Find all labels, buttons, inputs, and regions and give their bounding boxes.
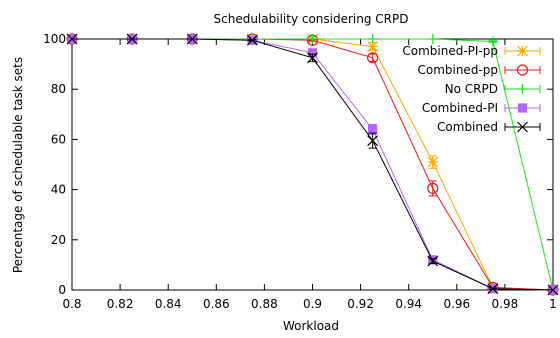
y-tick-label: 60 [51, 132, 66, 146]
series-layer [66, 33, 559, 296]
error-bar [368, 53, 377, 63]
x-tick-label: 0.82 [107, 297, 134, 311]
data-point [487, 283, 499, 295]
data-point [307, 34, 318, 44]
y-tick-label: 40 [51, 183, 66, 197]
data-point [427, 255, 439, 267]
data-point [126, 33, 138, 45]
legend-label: Combined-PI-pp [402, 44, 498, 58]
y-tick-label: 100 [43, 32, 66, 46]
legend-label: Combined-PI [422, 101, 498, 115]
data-point [307, 52, 318, 64]
data-point [66, 33, 78, 45]
legend-label: Combined-pp [417, 63, 498, 77]
data-point [427, 34, 438, 44]
legend-marker [516, 64, 529, 76]
x-tick-label: 0.88 [251, 297, 278, 311]
x-axis-label: Workload [283, 319, 339, 333]
data-point [246, 34, 258, 46]
legend-marker [517, 45, 528, 57]
y-axis-label: Percentage of schedulable task sets [11, 57, 25, 273]
y-tick-label: 0 [58, 283, 66, 297]
data-point [368, 124, 378, 134]
x-tick-label: 0.96 [443, 297, 470, 311]
data-point [186, 33, 198, 45]
x-tick-label: 0.86 [203, 297, 230, 311]
legend-marker [517, 84, 528, 94]
legend-label: Combined [437, 120, 498, 134]
y-axis-ticks: 0 20 40 60 80 100 [43, 32, 553, 297]
y-tick-label: 80 [51, 82, 66, 96]
legend-entry: No CRPD [445, 82, 541, 96]
chart-title: Schedulability considering CRPD [214, 12, 409, 26]
x-tick-label: 0.98 [492, 297, 519, 311]
data-point [367, 34, 378, 44]
legend-label: No CRPD [445, 82, 498, 96]
data-point [367, 52, 379, 64]
x-tick-label: 0.92 [347, 297, 374, 311]
series-combined [66, 33, 559, 296]
legend-entry: Combined [437, 120, 541, 134]
x-tick-label: 0.8 [62, 297, 81, 311]
data-point [427, 156, 439, 168]
data-point [367, 135, 379, 147]
x-tick-label: 0.84 [155, 297, 182, 311]
data-point [487, 36, 498, 47]
data-point [367, 41, 379, 52]
y-tick-label: 20 [51, 233, 66, 247]
legend-marker [517, 121, 528, 133]
data-point [547, 284, 559, 296]
x-axis-ticks: 0.8 0.82 0.84 0.86 0.88 0.9 0.92 0.94 0.96 0.98 1 [62, 39, 557, 311]
legend-entry: Combined-pp [417, 63, 541, 77]
legend-marker [517, 103, 528, 113]
x-tick-label: 0.94 [395, 297, 422, 311]
x-tick-label: 0.9 [303, 297, 322, 311]
legend-entry: Combined-PI [422, 101, 541, 115]
data-point [427, 182, 439, 194]
legend-entry: Combined-PI-pp [402, 44, 541, 58]
legend-line-sample [504, 66, 541, 74]
legend: Combined-PI-pp Combined-pp No CRPD Combined… [402, 44, 541, 134]
x-tick-label: 1 [549, 297, 557, 311]
